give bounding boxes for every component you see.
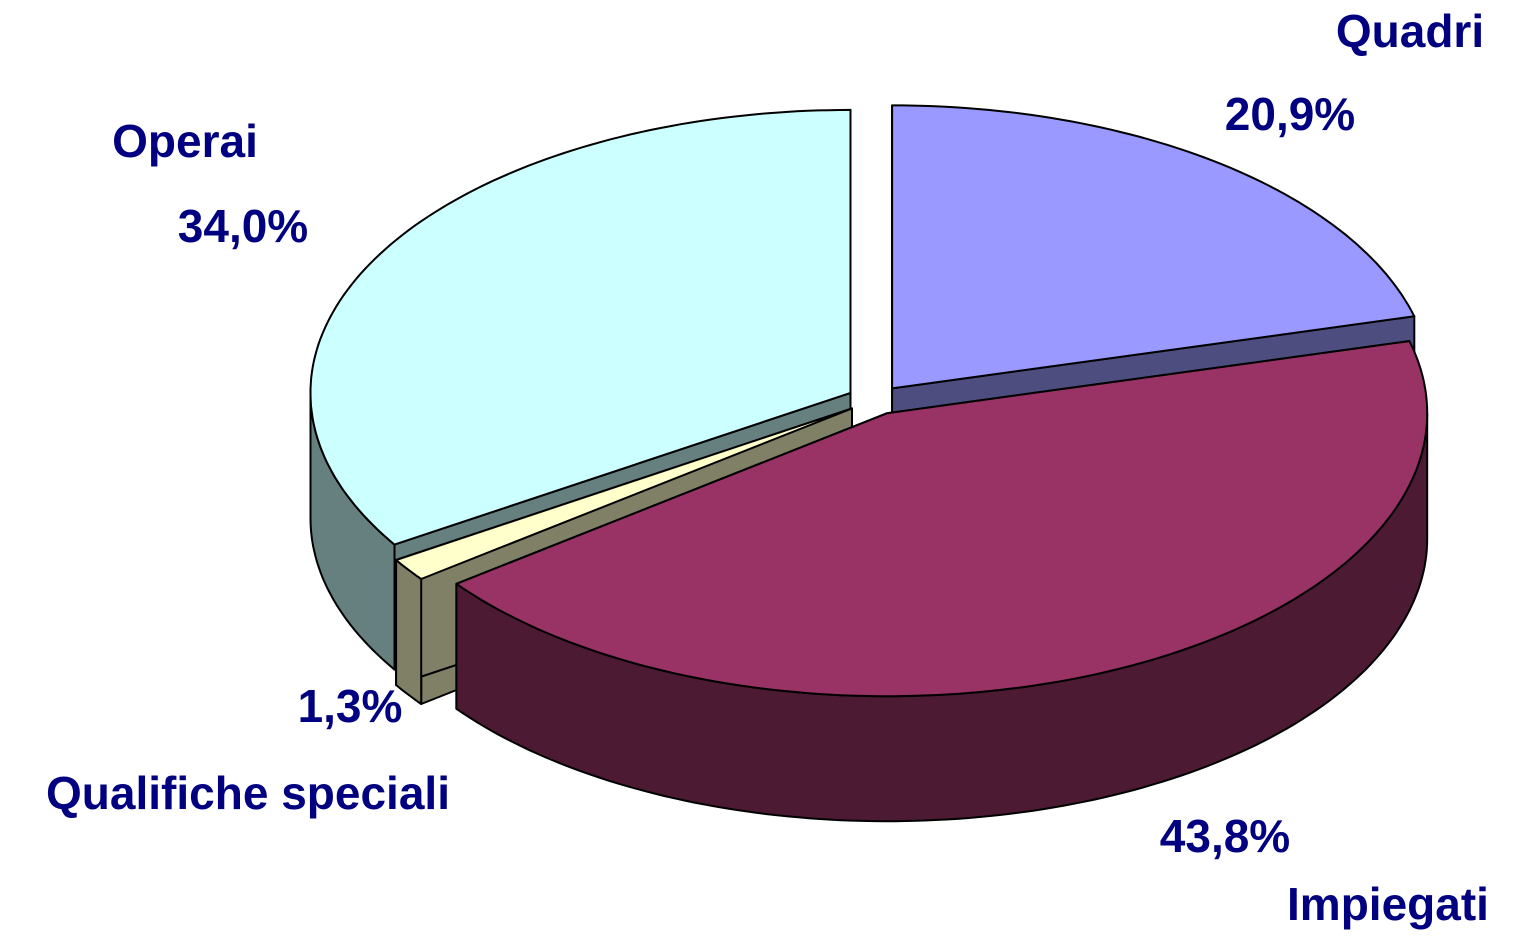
value-label: 1,3% <box>298 680 403 732</box>
slice-label: Qualifiche speciali <box>46 767 450 819</box>
value-label: 20,9% <box>1225 88 1355 140</box>
slice-label: Quadri <box>1336 5 1484 57</box>
slice-label: Operai <box>112 115 258 167</box>
slice <box>891 104 1416 390</box>
slice-label: Impiegati <box>1287 878 1489 930</box>
value-label: 43,8% <box>1160 810 1290 862</box>
value-label: 34,0% <box>178 200 308 252</box>
slice <box>455 340 1429 698</box>
slice <box>309 108 852 546</box>
slice <box>395 407 853 580</box>
